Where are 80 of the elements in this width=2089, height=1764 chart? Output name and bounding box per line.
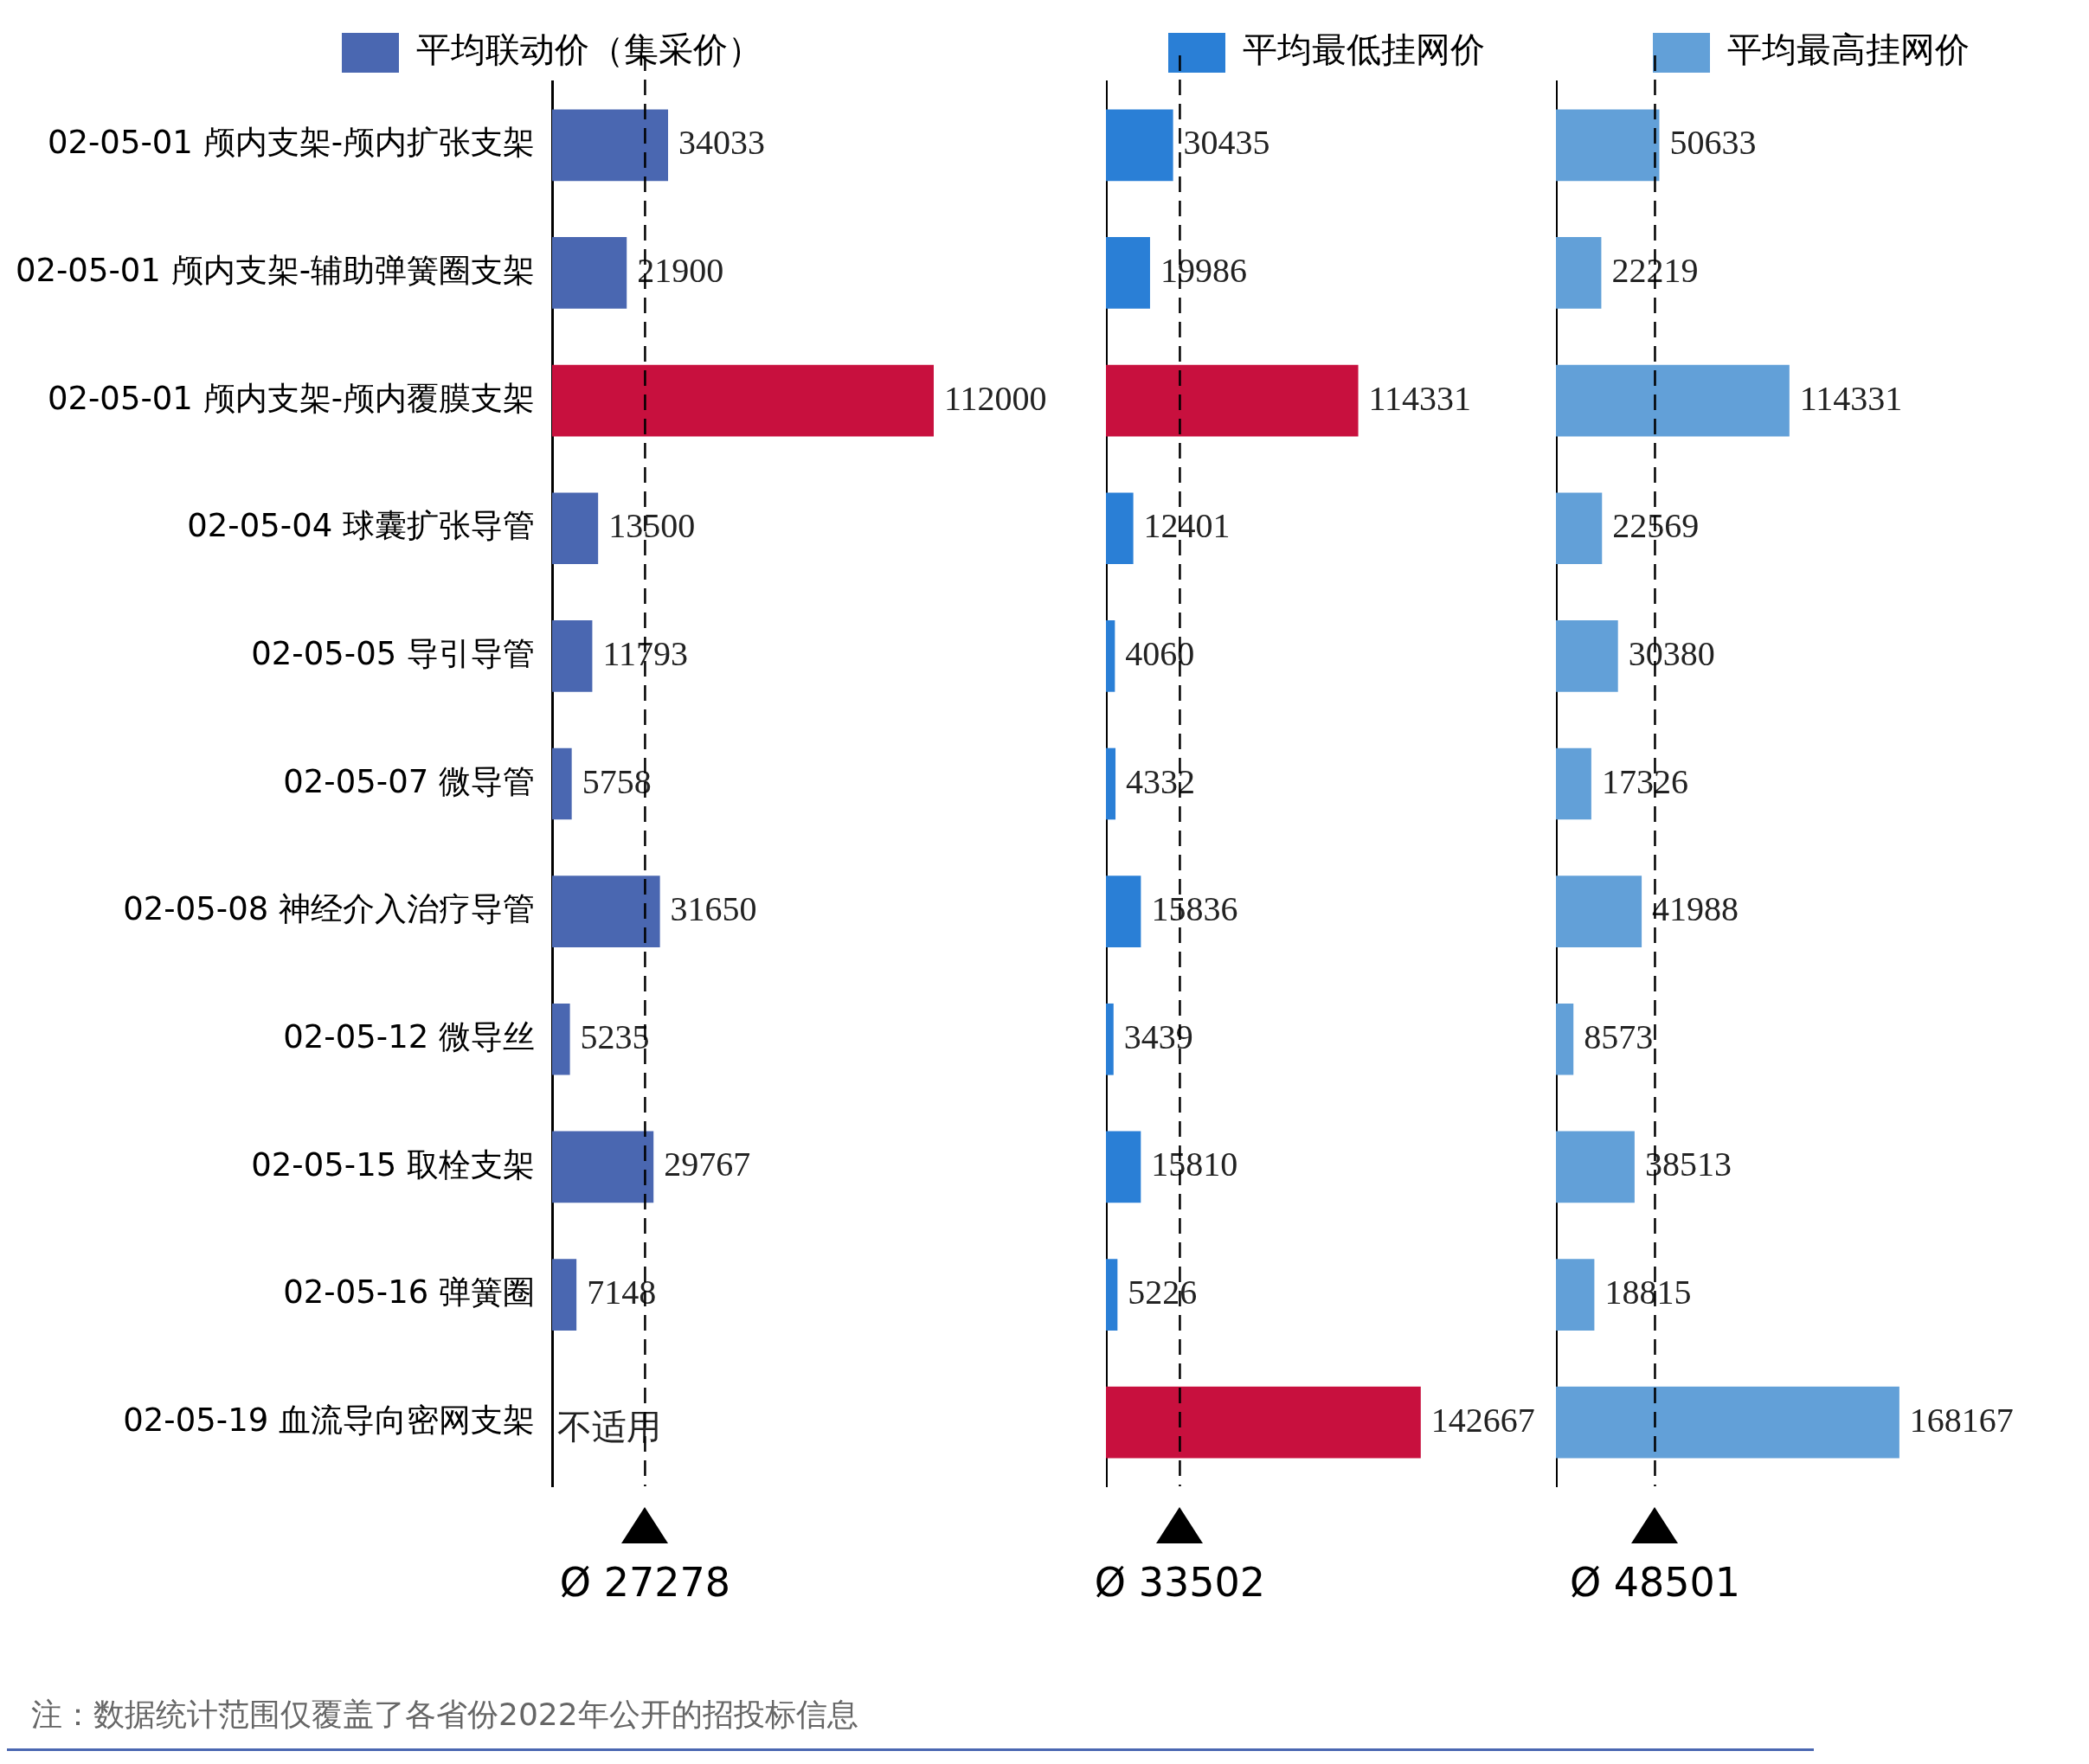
y-tick-label: 02-05-01 颅内支架-颅内覆膜支架 — [47, 379, 535, 417]
bar — [1556, 1131, 1635, 1203]
bar — [1106, 492, 1134, 565]
bar — [1106, 1131, 1141, 1203]
data-label: 29767 — [664, 1145, 751, 1184]
bar — [1556, 109, 1660, 182]
data-label: 4332 — [1126, 761, 1196, 801]
legend-label: 平均最高挂网价 — [1727, 29, 1970, 70]
data-label: 34033 — [678, 123, 765, 163]
data-label: 3439 — [1123, 1017, 1193, 1056]
ref-line-label: Ø 48501 — [1568, 1559, 1742, 1606]
bar — [1556, 237, 1602, 309]
bar — [1106, 109, 1173, 182]
bar — [552, 109, 669, 182]
data-label: 4060 — [1125, 633, 1195, 673]
bar — [1106, 747, 1116, 820]
data-label: 13500 — [608, 506, 696, 546]
bar — [1556, 1003, 1574, 1075]
data-label: 22219 — [1611, 250, 1699, 290]
bar — [1556, 620, 1618, 692]
text: 注：数据统计范围仅覆盖了各省份2022年公开的招投标信息 — [31, 1696, 859, 1734]
data-label: 11793 — [602, 633, 688, 673]
data-label: 114331 — [1368, 378, 1472, 418]
bar — [1556, 876, 1642, 947]
bar — [552, 1131, 654, 1203]
y-tick-label: 02-05-01 颅内支架-辅助弹簧圈支架 — [15, 252, 535, 290]
bar — [1106, 1259, 1118, 1331]
bar — [552, 876, 660, 947]
bar — [1106, 1386, 1421, 1459]
data-label: 8573 — [1584, 1017, 1654, 1056]
y-tick-label: 02-05-08 神经介入治疗导管 — [123, 890, 535, 928]
data-label: 18815 — [1604, 1273, 1692, 1312]
bar — [552, 237, 627, 309]
data-label: 5758 — [582, 761, 652, 801]
y-tick-label: 02-05-15 取栓支架 — [251, 1145, 535, 1183]
data-label: 142667 — [1430, 1400, 1535, 1440]
bar — [1106, 876, 1141, 947]
bar — [1556, 747, 1591, 820]
bar — [552, 364, 934, 437]
bar — [552, 620, 593, 692]
bar — [1106, 237, 1150, 309]
bar — [1106, 620, 1115, 692]
legend-label: 平均最低挂网价 — [1243, 29, 1485, 70]
y-tick-label: 02-05-05 导引导管 — [251, 634, 535, 672]
data-label: 168167 — [1909, 1400, 2014, 1440]
bar — [1556, 1259, 1595, 1331]
bar — [1556, 1386, 1899, 1459]
data-label: 50633 — [1669, 123, 1757, 163]
data-label: 30380 — [1628, 633, 1715, 673]
data-label: 114331 — [1799, 378, 1903, 418]
y-tick-label: 02-05-12 微导丝 — [283, 1017, 535, 1055]
bar — [1556, 492, 1603, 565]
bar — [552, 1003, 570, 1075]
data-label: 30435 — [1183, 123, 1270, 163]
data-label: 22569 — [1612, 506, 1700, 546]
y-tick-label: 02-05-07 微导管 — [283, 762, 535, 800]
ref-line-label: Ø 27278 — [558, 1559, 731, 1606]
y-tick-label: 02-05-16 弹簧圈 — [283, 1273, 535, 1312]
data-label: 38513 — [1644, 1145, 1732, 1184]
data-label: 19986 — [1160, 250, 1247, 290]
data-label: 15810 — [1151, 1145, 1238, 1184]
y-tick-label: 02-05-04 球囊扩张导管 — [187, 507, 535, 545]
bar — [552, 492, 599, 565]
data-label: 112000 — [944, 378, 1047, 418]
y-tick-label: 02-05-01 颅内支架-颅内扩张支架 — [47, 124, 535, 162]
ref-line-label: Ø 33502 — [1093, 1559, 1266, 1606]
legend-label: 平均联动价（集采价） — [416, 29, 762, 70]
data-label: 5226 — [1128, 1273, 1198, 1312]
data-label: 7148 — [587, 1273, 657, 1312]
data-label: 5235 — [580, 1017, 650, 1056]
data-label: 12401 — [1143, 506, 1231, 546]
y-tick-label: 02-05-19 血流导向密网支架 — [123, 1401, 535, 1439]
bar — [1556, 364, 1790, 437]
bar — [1106, 1003, 1114, 1075]
bar — [1106, 364, 1359, 437]
data-label: 17326 — [1601, 761, 1688, 801]
bar — [552, 747, 572, 820]
data-label: 21900 — [637, 250, 724, 290]
bar — [552, 1259, 577, 1331]
data-label: 31650 — [670, 889, 757, 929]
